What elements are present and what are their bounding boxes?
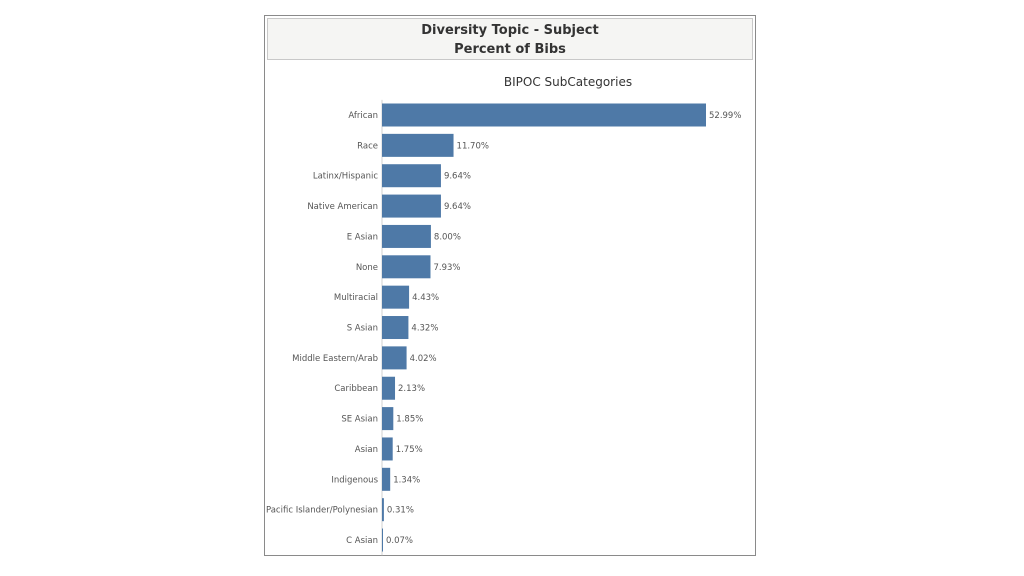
category-label: E Asian (347, 232, 378, 242)
bar[interactable] (382, 528, 383, 552)
category-label: Native American (307, 202, 378, 212)
category-label: Pacific Islander/Polynesian (266, 506, 378, 516)
bars-group: African 52.99% Race 11.70% Latinx/Hispanic 9.… (266, 103, 741, 552)
bar[interactable] (382, 346, 407, 370)
value-label: 4.02% (410, 354, 437, 364)
bar[interactable] (382, 498, 384, 522)
bar[interactable] (382, 255, 431, 279)
chart-header: Diversity Topic - Subject Percent of Bib… (267, 18, 753, 60)
value-label: 8.00% (434, 232, 461, 242)
chart-title-line1: Diversity Topic - Subject (421, 23, 599, 38)
bar[interactable] (382, 467, 391, 491)
chart-title-line2: Percent of Bibs (454, 42, 566, 57)
bar[interactable] (382, 376, 396, 400)
category-label: Caribbean (334, 384, 378, 394)
value-label: 9.64% (444, 172, 471, 182)
bar[interactable] (382, 285, 410, 309)
bar[interactable] (382, 103, 706, 127)
category-label: Latinx/Hispanic (313, 172, 378, 182)
bar[interactable] (382, 407, 394, 431)
value-label: 1.75% (396, 445, 423, 455)
value-label: 7.93% (433, 263, 460, 273)
value-label: 2.13% (398, 384, 425, 394)
category-label: C Asian (346, 536, 378, 546)
chart-subtitle: BIPOC SubCategories (504, 75, 632, 89)
value-label: 11.70% (457, 141, 489, 151)
bar[interactable] (382, 133, 454, 157)
category-label: Race (357, 141, 378, 151)
bar[interactable] (382, 437, 393, 461)
value-label: 9.64% (444, 202, 471, 212)
category-label: S Asian (347, 324, 378, 334)
value-label: 0.07% (386, 536, 413, 546)
value-label: 0.31% (387, 506, 414, 516)
value-label: 1.85% (396, 415, 423, 425)
category-label: Asian (355, 445, 378, 455)
category-label: Multiracial (334, 293, 378, 303)
category-label: Middle Eastern/Arab (292, 354, 378, 364)
category-label: Indigenous (331, 475, 378, 485)
bar[interactable] (382, 194, 441, 218)
value-label: 52.99% (709, 111, 741, 121)
category-label: African (348, 111, 378, 121)
value-label: 1.34% (393, 475, 420, 485)
category-label: SE Asian (341, 415, 378, 425)
category-label: None (356, 263, 378, 273)
bar[interactable] (382, 164, 441, 188)
value-label: 4.32% (411, 324, 438, 334)
bar[interactable] (382, 316, 409, 340)
value-label: 4.43% (412, 293, 439, 303)
bar[interactable] (382, 224, 431, 248)
